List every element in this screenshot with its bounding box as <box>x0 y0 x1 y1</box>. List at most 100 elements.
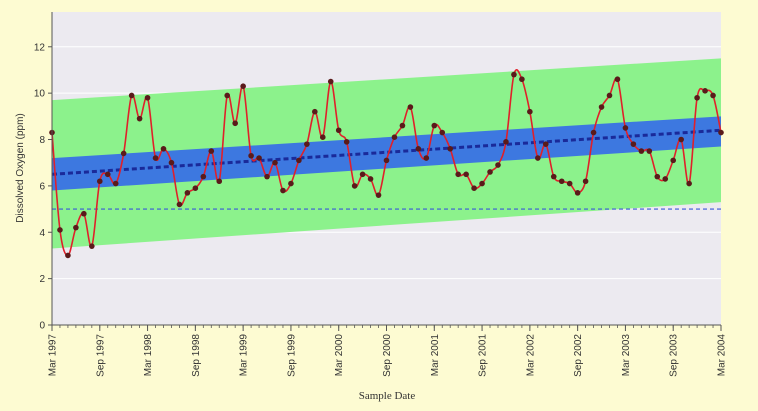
data-point <box>598 104 605 110</box>
data-point <box>343 139 350 145</box>
data-point <box>710 92 716 99</box>
data-point <box>662 176 669 182</box>
x-tick-label: Sep 2000 <box>382 334 393 377</box>
data-point <box>471 185 477 192</box>
data-point <box>319 134 326 140</box>
data-point <box>439 129 446 136</box>
data-point <box>312 108 318 115</box>
data-point <box>359 171 366 178</box>
x-tick-label: Sep 1999 <box>286 334 297 377</box>
x-axis-title: Sample Date <box>359 390 416 402</box>
data-point <box>216 178 223 185</box>
data-point <box>280 187 286 194</box>
axes: 0 2 4 6 8 10 12 Mar 1997 Sep 1997 Mar 1998 Sep 199… <box>34 12 728 377</box>
data-point <box>232 120 238 127</box>
y-tick-label: 4 <box>39 228 45 239</box>
data-point <box>503 139 509 145</box>
x-tick-label: Mar 1998 <box>143 334 154 377</box>
data-point <box>670 157 677 164</box>
x-tick-label: Mar 2004 <box>717 334 728 377</box>
x-tick-label: Mar 1997 <box>48 334 59 377</box>
data-point <box>654 173 661 180</box>
data-point <box>550 173 557 180</box>
x-tick-label: Mar 2003 <box>621 334 632 377</box>
data-point <box>614 76 621 83</box>
data-point <box>694 94 700 101</box>
data-point <box>495 162 501 168</box>
data-point <box>463 171 469 178</box>
data-point <box>89 243 95 249</box>
data-point <box>582 178 589 185</box>
data-point <box>527 108 533 115</box>
data-point <box>479 180 485 187</box>
data-point <box>351 183 358 189</box>
x-tick-label: Mar 2001 <box>430 334 441 377</box>
data-point <box>590 129 597 136</box>
data-point <box>606 92 613 99</box>
confidence-band <box>52 116 721 191</box>
data-point <box>487 169 493 175</box>
y-tick-label: 2 <box>39 274 45 285</box>
data-point <box>535 155 541 161</box>
data-point <box>646 148 653 154</box>
y-tick-label: 10 <box>34 89 46 100</box>
data-point <box>702 88 708 94</box>
data-point <box>375 192 382 198</box>
data-point <box>224 92 231 99</box>
data-point <box>558 178 565 185</box>
data-point <box>447 145 454 152</box>
data-point <box>327 78 334 85</box>
data-point <box>128 92 135 99</box>
data-point <box>566 180 573 187</box>
data-point <box>399 122 406 129</box>
y-tick-label: 12 <box>34 42 46 53</box>
data-point <box>120 150 127 157</box>
data-point <box>574 190 581 196</box>
data-point <box>423 155 430 161</box>
data-point <box>176 201 183 208</box>
data-point <box>511 71 517 78</box>
data-point <box>415 145 422 152</box>
data-point <box>264 173 270 180</box>
data-point <box>57 227 63 233</box>
data-point <box>383 157 390 164</box>
data-point <box>367 176 374 182</box>
x-tick-label: Sep 1998 <box>191 334 202 377</box>
data-point <box>152 155 159 161</box>
data-point <box>112 180 119 187</box>
data-point <box>630 141 637 147</box>
x-tick-label: Mar 1999 <box>239 334 250 377</box>
data-line-layer <box>49 69 724 259</box>
x-tick-label: Sep 1997 <box>95 334 106 377</box>
data-point <box>638 148 645 154</box>
data-point <box>622 125 629 131</box>
y-tick-label: 0 <box>39 321 45 332</box>
data-point <box>200 173 207 180</box>
data-point <box>104 171 111 178</box>
x-tick-label: Mar 2002 <box>525 334 536 377</box>
data-point <box>272 159 278 166</box>
data-point <box>678 136 684 143</box>
x-tick-label: Sep 2001 <box>478 334 489 377</box>
data-point <box>184 190 191 196</box>
data-point <box>144 94 151 101</box>
y-tick-label: 6 <box>39 181 45 192</box>
data-point <box>168 159 175 166</box>
data-point <box>296 157 302 164</box>
data-point <box>248 152 254 159</box>
data-point <box>136 115 143 122</box>
data-point <box>407 104 414 110</box>
data-point <box>73 224 79 231</box>
x-tick-label: Mar 2000 <box>334 334 345 377</box>
data-point <box>96 178 103 185</box>
data-point <box>81 210 87 217</box>
data-point <box>192 185 199 192</box>
x-tick-label: Sep 2003 <box>669 334 680 377</box>
x-tick-label: Sep 2002 <box>573 334 584 377</box>
data-point <box>304 141 310 147</box>
data-point <box>335 127 342 134</box>
y-tick-label: 8 <box>39 135 45 146</box>
data-point <box>391 134 398 140</box>
